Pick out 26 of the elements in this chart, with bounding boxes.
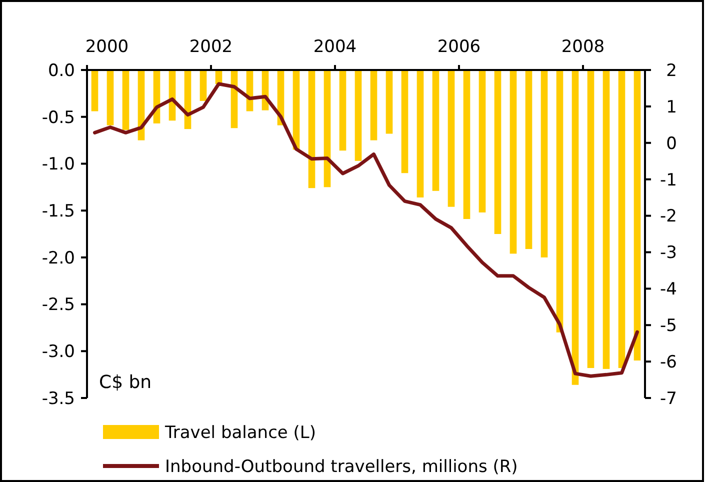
y-tick-label: -1.0 — [42, 154, 75, 175]
y-tick-label: -3.5 — [42, 388, 75, 409]
y2-tick-label: -7 — [660, 388, 677, 409]
y2-tick-label: -4 — [660, 280, 677, 300]
x-tick-label: 2004 — [313, 37, 357, 57]
y-tick-label: -2.0 — [42, 248, 75, 268]
y-tick-label: -3.0 — [42, 342, 75, 362]
x-tick-label: 2006 — [437, 37, 481, 57]
annotation: C$ bn — [99, 372, 152, 393]
x-tick-label: 2008 — [561, 37, 605, 57]
y-tick-label: -1.5 — [42, 202, 75, 222]
y2-tick-label: 2 — [666, 60, 677, 81]
y-tick-label: -2.5 — [42, 295, 75, 316]
y2-tick-label: -5 — [660, 316, 677, 336]
y2-tick-label: -2 — [660, 206, 677, 227]
y2-tick-label: 0 — [666, 134, 677, 154]
y2-tick-label: -1 — [660, 170, 677, 190]
x-tick-label: 2000 — [85, 37, 129, 57]
y2-tick-label: 1 — [666, 97, 677, 118]
legend-label: Inbound-Outbound travellers, millions (R) — [165, 456, 518, 477]
y-tick-label: 0.0 — [48, 60, 75, 81]
y2-tick-label: -3 — [660, 243, 677, 264]
y-tick-label: -0.5 — [42, 108, 75, 128]
legend-label: Travel balance (L) — [164, 422, 316, 443]
y2-tick-label: -6 — [660, 352, 677, 373]
x-tick-label: 2002 — [189, 37, 233, 57]
